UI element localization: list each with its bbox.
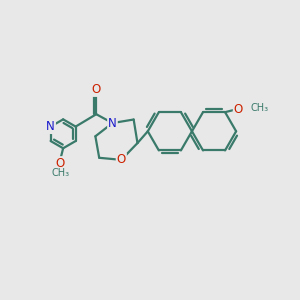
Text: O: O [92,83,101,96]
Text: O: O [234,103,243,116]
Text: N: N [108,116,117,130]
Text: CH₃: CH₃ [251,103,269,113]
Text: O: O [56,157,65,170]
Text: CH₃: CH₃ [51,168,69,178]
Text: N: N [46,120,55,133]
Text: O: O [117,153,126,167]
